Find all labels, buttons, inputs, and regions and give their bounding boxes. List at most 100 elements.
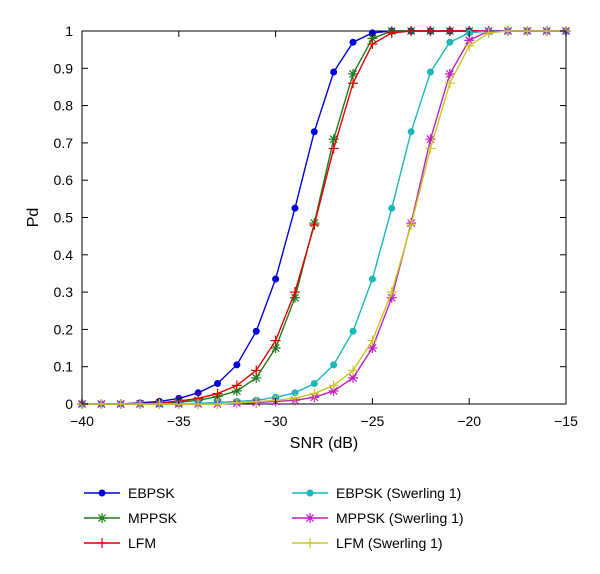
data-point (328, 143, 339, 154)
series-2 (77, 26, 571, 409)
data-point (367, 39, 378, 50)
data-point (115, 399, 126, 409)
data-point (233, 361, 241, 369)
data-point (348, 78, 359, 89)
series-line (82, 30, 566, 405)
data-point (328, 380, 339, 391)
series-line (82, 30, 566, 405)
series-line (82, 30, 566, 405)
data-point (310, 379, 318, 387)
x-tick-label: −40 (70, 413, 94, 429)
legend-marker (306, 489, 314, 497)
data-point (193, 399, 204, 409)
data-point (330, 361, 338, 369)
y-tick-label: 0.4 (54, 247, 74, 263)
x-axis-label: SNR (dB) (290, 435, 358, 452)
data-point (96, 399, 107, 409)
y-tick-label: 0.3 (54, 284, 74, 300)
legend-item: EBPSK (Swerling 1) (292, 485, 461, 501)
data-point (348, 365, 359, 376)
y-tick-label: 0.1 (54, 359, 74, 375)
data-point (309, 219, 320, 230)
series-line (82, 30, 566, 405)
data-point (386, 287, 397, 298)
data-point (349, 38, 357, 46)
x-axis-ticks: −40 −35 −30 −25 −20 −15 (70, 31, 578, 429)
data-point (426, 68, 434, 76)
legend: EBPSK MPPSK LFM EBPSK (Swerling 1) MPPSK (Sw… (84, 485, 464, 551)
legend-label: EBPSK (128, 485, 175, 501)
data-point (291, 204, 299, 212)
legend-marker (305, 513, 315, 523)
data-point (251, 365, 262, 376)
data-point (406, 26, 417, 36)
data-point (309, 388, 320, 399)
data-point (348, 68, 359, 79)
data-point (407, 128, 415, 136)
y-tick-label: 0.5 (54, 210, 74, 226)
data-point (214, 379, 222, 387)
data-point (272, 275, 280, 283)
legend-label: MPPSK (Swerling 1) (336, 510, 464, 526)
y-tick-label: 0.7 (54, 135, 74, 151)
data-point (386, 27, 397, 38)
series-layer (77, 26, 571, 409)
data-point (330, 68, 338, 76)
series-3 (78, 27, 570, 408)
data-point (444, 78, 455, 89)
data-point (348, 372, 359, 383)
legend-item: MPPSK (Swerling 1) (292, 510, 464, 526)
data-point (502, 26, 513, 36)
data-point (425, 143, 436, 154)
data-point (446, 38, 454, 46)
y-tick-label: 1 (65, 23, 73, 39)
y-axis-label: Pd (25, 208, 42, 228)
data-point (406, 219, 417, 230)
x-tick-label: −15 (554, 413, 578, 429)
legend-label: MPPSK (128, 510, 178, 526)
legend-marker (98, 489, 106, 497)
data-point (212, 388, 223, 399)
data-point (522, 26, 533, 36)
data-point (444, 26, 455, 36)
y-tick-label: 0 (65, 396, 73, 412)
data-point (425, 26, 436, 36)
x-tick-label: −25 (361, 413, 385, 429)
legend-marker (97, 513, 107, 523)
legend-marker (97, 538, 107, 548)
legend-label: LFM (128, 535, 156, 551)
series-1 (77, 26, 571, 409)
data-point (270, 335, 281, 346)
data-point (464, 40, 475, 51)
data-point (367, 335, 378, 346)
data-point (289, 287, 300, 298)
series-line (82, 30, 566, 405)
data-point (310, 128, 318, 136)
y-axis-ticks: 0 0.1 0.2 0.3 0.4 0.5 0.6 0.7 0.8 0.9 1 (54, 23, 566, 412)
data-point (135, 399, 146, 409)
data-point (231, 397, 242, 408)
legend-label: LFM (Swerling 1) (336, 535, 443, 551)
data-point (388, 204, 396, 212)
legend-item: LFM (84, 535, 156, 551)
y-tick-label: 0.8 (54, 98, 74, 114)
data-point (231, 380, 242, 391)
plot-frame (81, 30, 567, 405)
x-tick-label: −30 (264, 413, 288, 429)
x-tick-label: −20 (457, 413, 481, 429)
series-0 (78, 27, 570, 408)
series-5 (77, 26, 571, 409)
series-4 (77, 26, 571, 409)
data-point (252, 327, 260, 335)
data-point (368, 275, 376, 283)
legend-item: EBPSK (84, 485, 175, 501)
data-point (367, 343, 378, 354)
series-line (82, 30, 566, 405)
legend-item: MPPSK (84, 510, 178, 526)
y-tick-label: 0.6 (54, 172, 74, 188)
data-point (251, 396, 262, 407)
data-point (154, 399, 165, 409)
data-point (444, 68, 455, 79)
legend-marker (305, 538, 315, 548)
y-tick-label: 0.9 (54, 60, 74, 76)
